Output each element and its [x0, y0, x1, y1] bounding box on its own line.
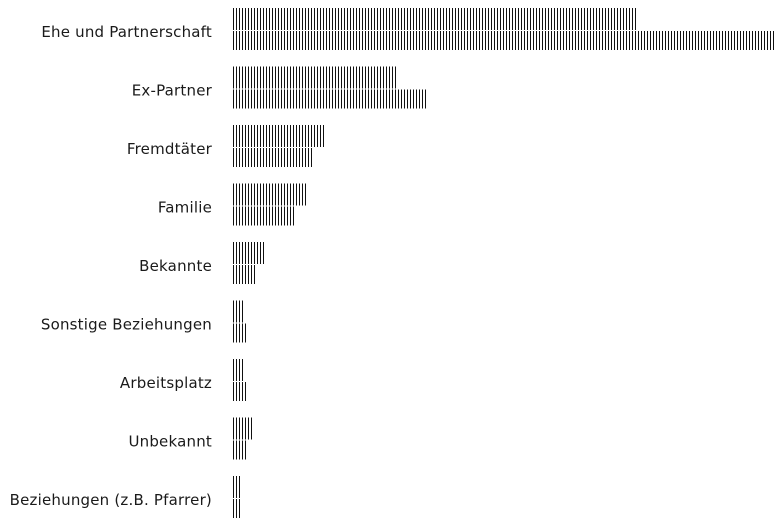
category-label: Fremdtäter: [127, 140, 213, 158]
bar-series-1: [233, 359, 243, 381]
tally-bars: [233, 8, 774, 518]
bar-series-1: [233, 8, 636, 30]
bar-series-1: [233, 66, 396, 89]
category-label: Bekannte: [139, 257, 212, 275]
bar-series-2: [233, 323, 246, 343]
bar-series-2: [233, 89, 426, 109]
bar-series-2: [233, 31, 774, 50]
bar-series-2: [233, 499, 240, 518]
bar-series-1: [233, 300, 243, 323]
category-label: Familie: [158, 199, 212, 217]
bar-series-2: [233, 382, 246, 401]
category-label: Beziehungen (z.B. Pfarrer): [10, 491, 212, 509]
bar-series-1: [233, 183, 306, 206]
bar-series-1: [233, 125, 324, 147]
bar-series-1: [233, 476, 240, 498]
bar-series-1: [233, 417, 252, 440]
category-label: Unbekannt: [128, 433, 212, 451]
category-label: Sonstige Beziehungen: [41, 316, 212, 334]
category-label: Ehe und Partnerschaft: [41, 23, 212, 41]
bar-series-2: [233, 440, 246, 460]
bar-series-2: [233, 206, 294, 226]
category-label: Arbeitsplatz: [120, 374, 212, 392]
bar-series-1: [233, 242, 264, 264]
bar-series-2: [233, 148, 312, 167]
category-label: Ex-Partner: [132, 82, 213, 100]
category-labels: Ehe und Partnerschaft Ex-Partner Fremdtäte…: [10, 23, 213, 509]
bar-series-2: [233, 265, 255, 284]
